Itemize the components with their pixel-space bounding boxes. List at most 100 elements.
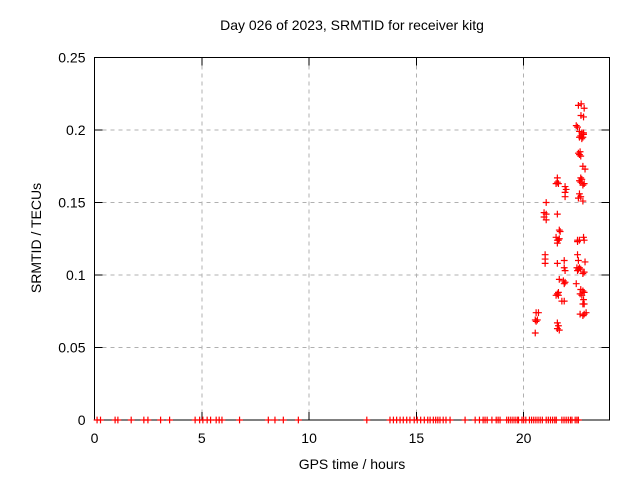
- data-point-marker: [580, 296, 587, 304]
- data-point-marker: [580, 104, 588, 112]
- data-point-marker: [574, 416, 582, 424]
- data-point-marker: [446, 416, 454, 424]
- data-point-marker: [264, 416, 272, 424]
- data-point-marker: [560, 280, 568, 288]
- data-point-marker: [555, 289, 562, 296]
- data-point-marker: [294, 416, 302, 424]
- data-point-marker: [553, 290, 561, 298]
- data-point-marker: [553, 260, 561, 267]
- data-point-marker: [166, 416, 174, 424]
- data-point-marker: [580, 233, 587, 241]
- data-point-marker: [555, 226, 563, 234]
- data-point-marker: [581, 258, 589, 266]
- data-point-marker: [561, 183, 569, 190]
- data-point-marker: [144, 416, 152, 424]
- data-point-marker: [542, 216, 550, 224]
- data-point-marker: [532, 318, 540, 325]
- data-point-marker: [580, 180, 588, 188]
- data-point-marker: [574, 123, 581, 131]
- data-point-marker: [578, 291, 586, 299]
- x-axis-label: GPS time / hours: [298, 456, 406, 472]
- data-point-marker: [553, 239, 561, 247]
- data-point-marker: [579, 300, 587, 308]
- data-point-marker: [577, 152, 585, 160]
- axes: [94, 57, 610, 421]
- data-point-marker: [560, 257, 568, 264]
- data-point-marker: [555, 236, 562, 244]
- data-point-marker: [577, 100, 585, 108]
- data-point-marker: [218, 416, 226, 424]
- y-tick-labels: 0 0.05 0.1 0.15 0.2 0.25: [58, 50, 85, 429]
- data-point-marker: [535, 309, 542, 317]
- data-point-marker: [558, 297, 566, 305]
- data-point-marker: [580, 268, 588, 276]
- data-point-marker: [572, 280, 580, 288]
- data-point-marker: [578, 135, 586, 143]
- x-tick-label: 5: [198, 430, 206, 446]
- data-point-marker: [576, 264, 583, 272]
- y-tick-label: 0: [78, 412, 86, 428]
- data-point-marker: [579, 270, 587, 277]
- data-point-marker: [555, 322, 562, 330]
- chart-title: Day 026 of 2023, SRMTID for receiver kit…: [220, 17, 484, 33]
- data-point-marker: [572, 122, 580, 130]
- y-tick-label: 0.25: [58, 50, 85, 66]
- y-tick-label: 0.05: [58, 340, 85, 356]
- data-point-marker: [363, 416, 371, 424]
- data-point-marker: [574, 251, 581, 259]
- data-point-marker: [580, 130, 587, 138]
- grid-lines: [94, 57, 610, 420]
- data-point-marker: [582, 309, 590, 317]
- data-point-marker: [541, 260, 549, 267]
- data-point-marker: [542, 199, 550, 206]
- data-point-marker: [579, 181, 587, 189]
- y-tick-label: 0.15: [58, 195, 85, 211]
- data-point-marker: [97, 416, 104, 424]
- data-point-marker: [562, 186, 570, 193]
- data-point-marker: [576, 190, 583, 198]
- x-tick-labels: 0 5 10 15 20: [91, 430, 532, 446]
- data-point-marker: [579, 197, 587, 205]
- data-point-marker: [580, 236, 588, 244]
- axis-frame: [94, 57, 610, 421]
- x-tick-label: 20: [516, 430, 532, 446]
- data-point-marker: [561, 278, 569, 286]
- data-point-marker: [556, 228, 564, 235]
- data-point-marker: [496, 416, 504, 424]
- x-tick-label: 10: [301, 430, 317, 446]
- data-point-marker: [576, 151, 583, 159]
- data-point-marker: [279, 416, 287, 424]
- data-point-marker: [157, 416, 164, 424]
- data-points-srmtid: [93, 100, 590, 424]
- data-point-marker: [236, 416, 243, 424]
- data-point-marker: [271, 416, 279, 424]
- data-point-marker: [561, 267, 569, 275]
- data-point-marker: [574, 238, 581, 246]
- data-point-marker: [555, 275, 563, 283]
- data-point-marker: [114, 416, 122, 424]
- data-point-marker: [577, 265, 585, 273]
- data-point-marker: [461, 416, 469, 424]
- data-point-marker: [531, 329, 539, 337]
- x-tick-label: 0: [91, 430, 99, 446]
- data-point-marker: [534, 316, 541, 324]
- data-point-marker: [574, 194, 582, 202]
- data-point-marker: [553, 210, 561, 218]
- data-point-marker: [580, 113, 587, 121]
- data-point-marker: [561, 193, 569, 201]
- data-point-marker: [555, 326, 563, 334]
- data-point-marker: [574, 257, 582, 264]
- tick-marks: [94, 57, 610, 421]
- data-point-marker: [560, 264, 568, 272]
- data-point-marker: [579, 312, 587, 319]
- data-point-marker: [553, 319, 561, 327]
- y-tick-label: 0.1: [66, 267, 86, 283]
- data-point-marker: [127, 416, 135, 424]
- data-point-marker: [576, 177, 583, 185]
- data-point-marker: [553, 178, 561, 186]
- data-point-marker: [555, 235, 563, 243]
- data-point-marker: [555, 180, 562, 188]
- x-tick-label: 15: [409, 430, 425, 446]
